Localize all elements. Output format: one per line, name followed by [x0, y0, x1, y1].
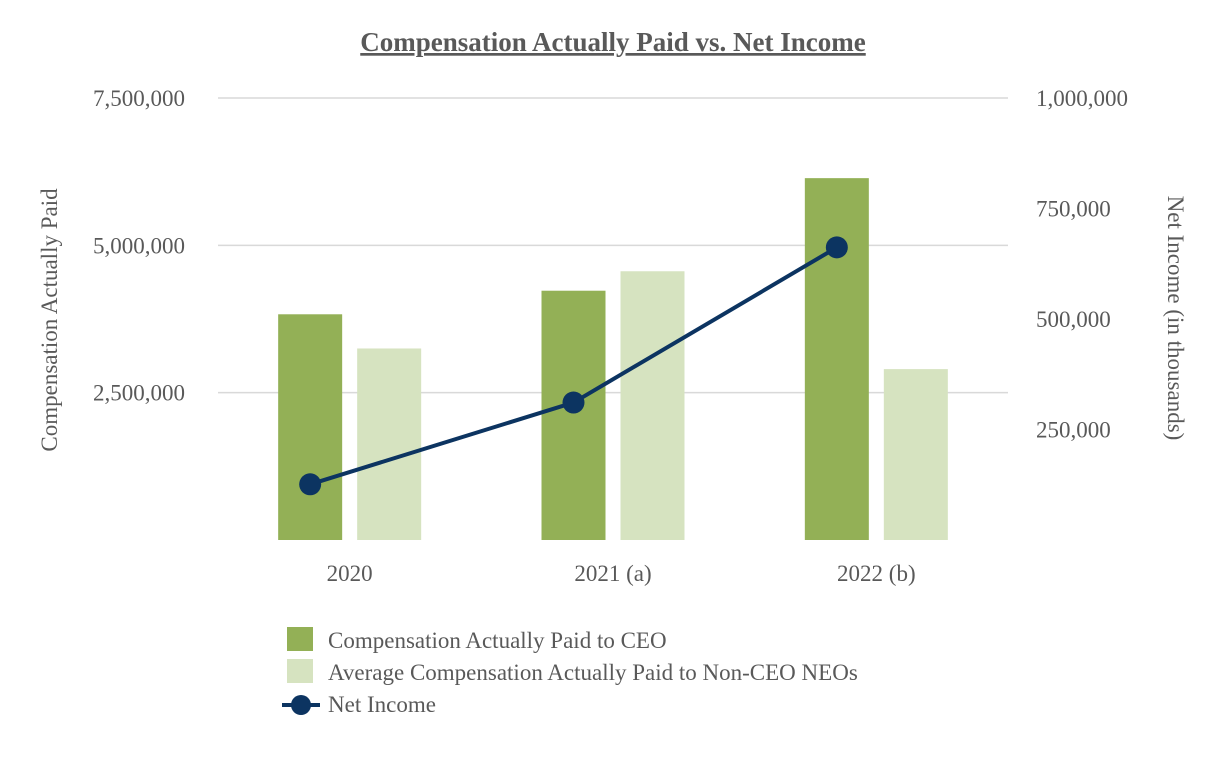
right-tick-label: 750,000: [1036, 197, 1111, 222]
bar-ceo: [278, 314, 343, 540]
net-income-point: [299, 473, 322, 496]
net-income-point: [562, 391, 585, 414]
right-tick-label: 1,000,000: [1036, 86, 1128, 111]
left-tick-label: 2,500,000: [93, 381, 185, 406]
right-axis-ticks: 250,000 500,000 750,000 1,000,000: [1036, 86, 1128, 443]
bar-non-ceo-neo: [620, 271, 685, 540]
chart-title: Compensation Actually Paid vs. Net Incom…: [360, 27, 866, 57]
legend-marker-net-income: [291, 695, 311, 715]
x-axis-ticks: 2020 2021 (a) 2022 (b): [327, 561, 916, 586]
bar-ceo: [804, 178, 869, 540]
x-tick-label: 2020: [327, 561, 373, 586]
gridlines: [218, 97, 1008, 394]
legend-label-neo: Average Compensation Actually Paid to No…: [328, 660, 858, 685]
left-axis-title: Compensation Actually Paid: [37, 188, 62, 452]
left-tick-label: 5,000,000: [93, 233, 185, 258]
legend-label-net-income: Net Income: [328, 692, 436, 717]
net-income-point: [825, 236, 848, 259]
legend: Compensation Actually Paid to CEO Averag…: [282, 627, 858, 717]
legend-swatch-ceo: [287, 627, 313, 651]
right-tick-label: 250,000: [1036, 418, 1111, 443]
x-tick-label: 2022 (b): [837, 561, 916, 586]
bar-ceo: [541, 290, 606, 540]
right-axis-title: Net Income (in thousands): [1163, 196, 1188, 441]
left-tick-label: 7,500,000: [93, 86, 185, 111]
x-tick-label: 2021 (a): [574, 561, 651, 586]
left-axis-ticks: 2,500,000 5,000,000 7,500,000: [93, 86, 185, 406]
net-income-line-group: [299, 236, 848, 496]
legend-label-ceo: Compensation Actually Paid to CEO: [328, 628, 667, 653]
bars: [278, 178, 948, 540]
bar-non-ceo-neo: [883, 369, 948, 540]
legend-swatch-neo: [287, 659, 313, 683]
bar-non-ceo-neo: [357, 348, 422, 540]
right-tick-label: 500,000: [1036, 307, 1111, 332]
